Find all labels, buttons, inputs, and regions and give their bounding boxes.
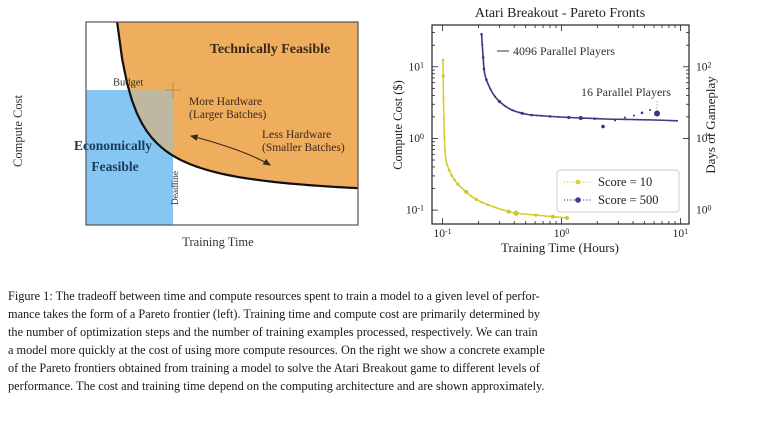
svg-text:Score = 10: Score = 10 <box>598 175 652 189</box>
svg-text:Score = 500: Score = 500 <box>598 193 659 207</box>
svg-text:Compute Cost: Compute Cost <box>11 95 25 167</box>
svg-text:Less Hardware: Less Hardware <box>262 129 331 141</box>
svg-text:(Smaller Batches): (Smaller Batches) <box>262 142 345 154</box>
svg-text:Days of Gameplay: Days of Gameplay <box>703 76 718 174</box>
svg-text:Budget: Budget <box>113 78 143 89</box>
svg-text:Deadline: Deadline <box>171 171 181 205</box>
svg-text:(Larger Batches): (Larger Batches) <box>189 109 267 121</box>
svg-text:Training Time (Hours): Training Time (Hours) <box>501 240 619 255</box>
svg-text:Training Time: Training Time <box>182 235 254 249</box>
svg-text:Atari Breakout - Pareto Fronts: Atari Breakout - Pareto Fronts <box>475 6 645 21</box>
svg-text:Technically Feasible: Technically Feasible <box>210 42 330 57</box>
svg-text:16 Parallel Players: 16 Parallel Players <box>581 85 671 99</box>
svg-text:Compute Cost ($): Compute Cost ($) <box>391 80 405 170</box>
svg-text:Economically: Economically <box>74 138 152 153</box>
svg-text:4096 Parallel Players: 4096 Parallel Players <box>513 44 615 58</box>
svg-text:Feasible: Feasible <box>91 159 138 174</box>
svg-text:More Hardware: More Hardware <box>189 96 262 108</box>
